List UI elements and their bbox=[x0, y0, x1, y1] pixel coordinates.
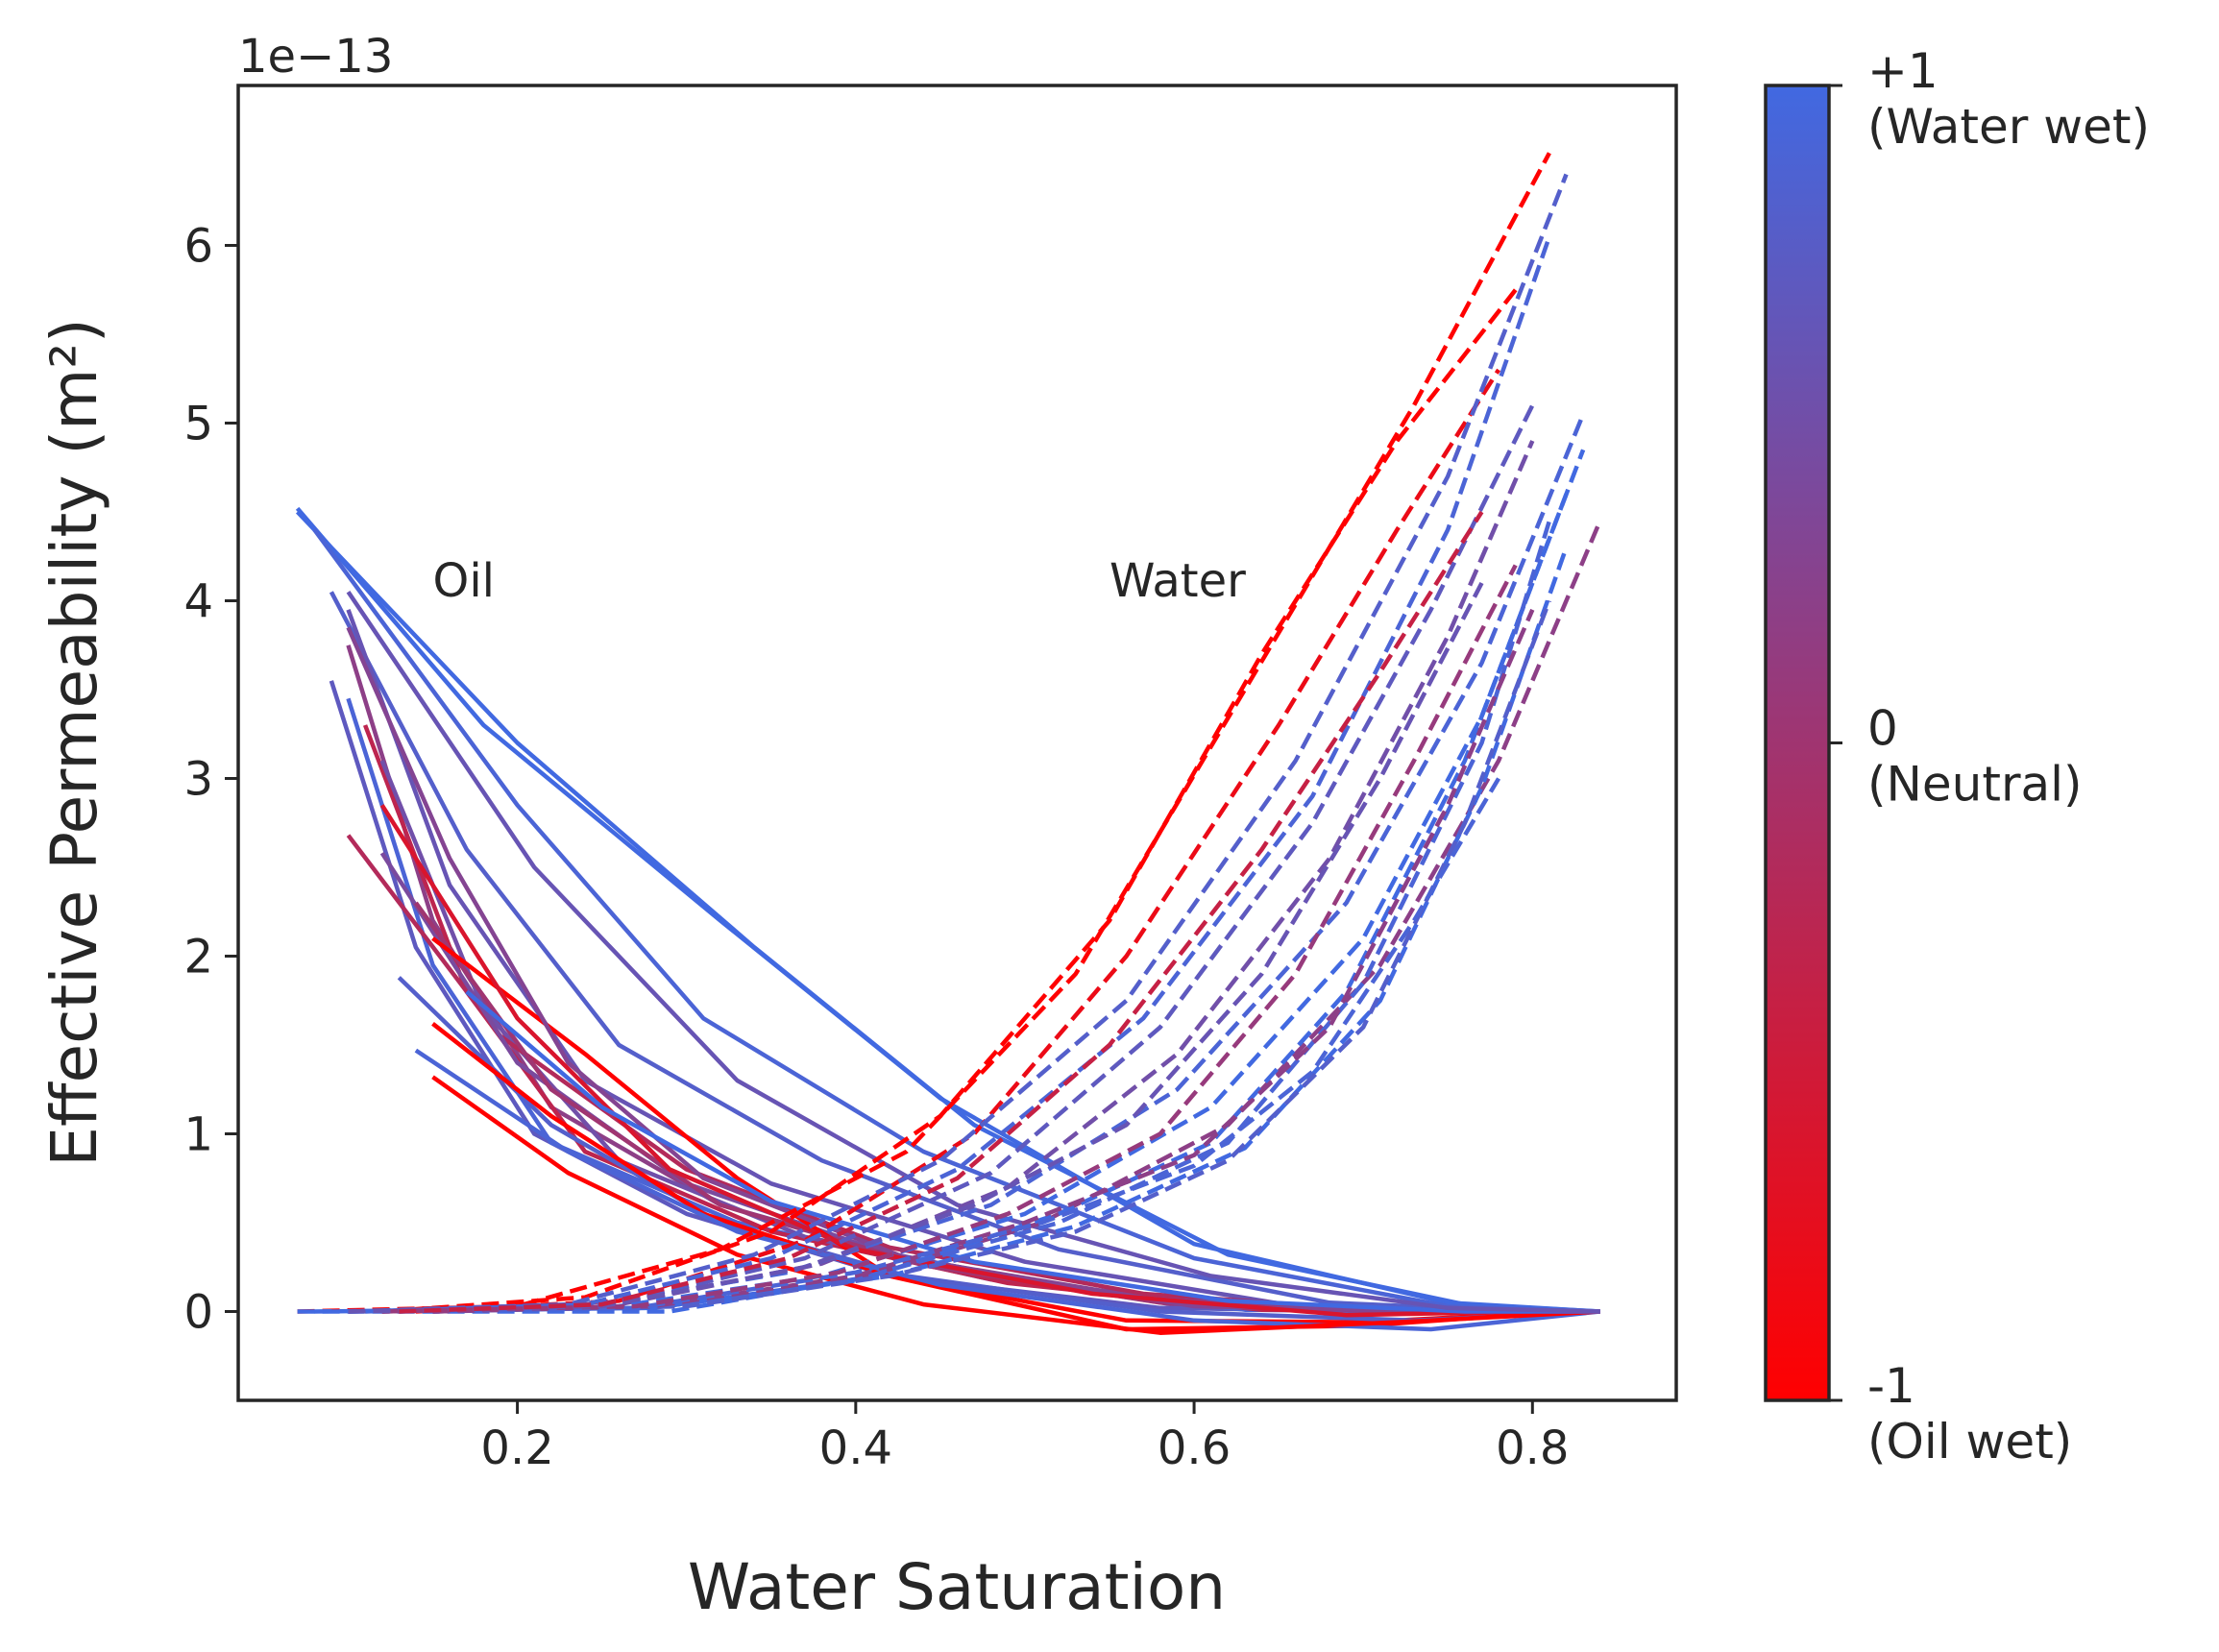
series-line-water-18 bbox=[348, 581, 1484, 1314]
x-axis-ticks: 0.2 0.4 0.6 0.8 bbox=[480, 1400, 1569, 1475]
y-tick-label: 1 bbox=[183, 1108, 213, 1162]
series-line-water-9 bbox=[381, 449, 1586, 1314]
colorbar-ticks: +1(Water wet) 0(Neutral) -1(Oil wet) bbox=[1829, 43, 2150, 1470]
colorbar-tick-description: (Oil wet) bbox=[1867, 1414, 2072, 1470]
colorbar-tick-value: +1 bbox=[1867, 43, 1939, 99]
x-axis-title: Water Saturation bbox=[688, 1550, 1226, 1624]
y-tick-label: 4 bbox=[183, 575, 213, 629]
x-tick-label: 0.2 bbox=[480, 1421, 553, 1475]
x-tick-label: 0.8 bbox=[1496, 1421, 1569, 1475]
plot-frame bbox=[236, 84, 1678, 1402]
series-line-oil-21 bbox=[465, 989, 1600, 1314]
y-tick-label: 3 bbox=[183, 753, 213, 807]
series-line-oil-2 bbox=[295, 510, 1600, 1314]
x-tick-label: 0.4 bbox=[819, 1421, 892, 1475]
series-line-water-1 bbox=[297, 152, 1551, 1314]
y-axis-title: Effective Permeability (m²) bbox=[37, 318, 111, 1166]
colorbar-tick-value: 0 bbox=[1867, 701, 1898, 757]
series-line-water-2 bbox=[381, 288, 1518, 1314]
series-line-water-3 bbox=[415, 368, 1500, 1314]
y-axis-ticks: 0 1 2 3 4 5 6 bbox=[183, 220, 238, 1340]
series-line-water-5 bbox=[365, 235, 1552, 1314]
series-line-water-19 bbox=[399, 510, 1484, 1314]
annotation-oil: Oil bbox=[433, 554, 495, 608]
colorbar-tick-description: (Water wet) bbox=[1867, 99, 2150, 155]
colorbar-tick-value: -1 bbox=[1867, 1358, 1915, 1414]
y-tick-label: 5 bbox=[183, 398, 213, 451]
series-line-oil-18 bbox=[431, 1075, 1600, 1335]
series-line-water-11 bbox=[297, 493, 1569, 1314]
y-tick-label: 2 bbox=[183, 931, 213, 984]
x-tick-label: 0.6 bbox=[1158, 1421, 1231, 1475]
series-line-water-12 bbox=[348, 520, 1552, 1314]
series-line-oil-1 bbox=[295, 506, 1600, 1314]
colorbar-tick-description: (Neutral) bbox=[1867, 757, 2083, 813]
annotations: Oil Water bbox=[433, 554, 1247, 608]
series-line-oil-7 bbox=[329, 680, 1398, 1314]
series-layer bbox=[295, 152, 1602, 1335]
y-tick-label: 6 bbox=[183, 220, 213, 274]
series-line-water-15 bbox=[432, 608, 1535, 1314]
y-tick-label: 0 bbox=[183, 1286, 213, 1340]
y-offset-label: 1e−13 bbox=[238, 30, 393, 84]
annotation-water: Water bbox=[1110, 554, 1246, 608]
series-line-water-14 bbox=[432, 599, 1552, 1314]
series-line-oil-4 bbox=[329, 591, 1533, 1314]
series-line-oil-22 bbox=[346, 591, 1600, 1314]
series-line-water-17 bbox=[381, 564, 1518, 1314]
series-line-oil-19 bbox=[346, 626, 1431, 1314]
series-line-oil-17 bbox=[414, 1048, 1600, 1332]
series-line-water-4 bbox=[348, 173, 1569, 1314]
colorbar bbox=[1764, 84, 1831, 1402]
